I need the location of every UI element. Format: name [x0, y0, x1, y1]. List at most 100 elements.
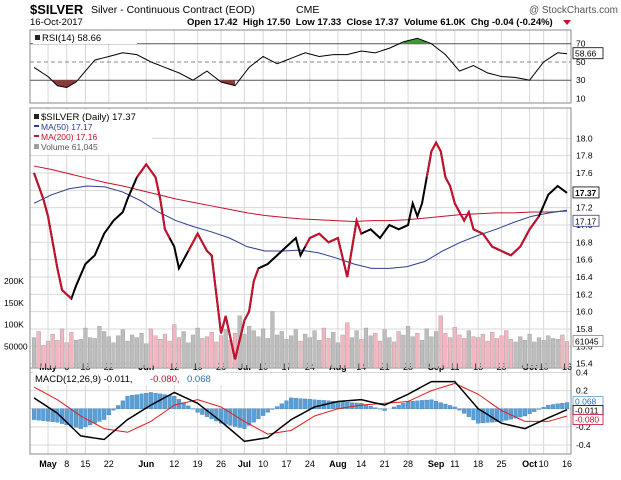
volume-bar — [307, 337, 312, 369]
macd-histogram-bar — [410, 400, 415, 409]
macd-histogram-bar — [270, 408, 275, 410]
volume-bar — [284, 339, 289, 369]
volume-bar — [443, 333, 448, 369]
macd-histogram-bar — [284, 400, 289, 409]
macd-histogram-bar — [555, 403, 560, 409]
price-tick-label: 17.2 — [576, 203, 593, 213]
price-tick-label: 18.0 — [576, 133, 593, 143]
volume-bar — [349, 337, 354, 369]
rsi-last-value-label: 58.66 — [575, 49, 597, 59]
macd-histogram-bar — [405, 401, 411, 409]
volume-bar — [391, 341, 397, 369]
price-line-down-segment — [425, 140, 540, 257]
macd-histogram-bar — [527, 408, 532, 414]
macd-histogram-bar — [242, 408, 247, 429]
macd-histogram-bar — [335, 401, 340, 409]
volume-bar — [550, 338, 556, 369]
macd-line — [33, 380, 568, 443]
macd-histogram-bar — [172, 395, 177, 409]
macd-tick-label: -0.4 — [576, 440, 591, 450]
volume-bar — [214, 341, 219, 369]
macd-x-tick-label: 14 — [356, 459, 366, 469]
macd-x-tick-label: 16 — [562, 459, 572, 469]
macd-x-tick-label: 8 — [64, 459, 69, 469]
volume-bar — [555, 339, 560, 369]
price-tick-label: 16.6 — [576, 255, 593, 265]
volume-bar — [466, 330, 471, 369]
macd-x-tick-label: 19 — [193, 459, 203, 469]
volume-tick-label: 100K — [4, 320, 24, 330]
macd-histogram-bar — [331, 400, 336, 409]
price-legend: $SILVER (Daily) 17.37 MA(50) 17.17 MA(20… — [32, 110, 152, 154]
volume-tick-label: 200K — [4, 276, 24, 286]
price-line-down-segment — [304, 216, 363, 278]
macd-x-tick-label: 24 — [305, 459, 315, 469]
macd-histogram-bar — [106, 408, 111, 416]
macd-histogram-bar — [424, 399, 429, 409]
volume-bar — [457, 334, 462, 369]
macd-histogram-bar — [45, 408, 51, 422]
macd-histogram-bar — [69, 408, 74, 427]
macd-histogram-bar — [92, 408, 97, 424]
rsi-tick-label: 70 — [576, 39, 586, 49]
price-last-value-label: 17.37 — [575, 188, 597, 198]
chart-ohlc: Open 17.42 High 17.50 Low 17.33 Close 17… — [187, 17, 553, 28]
volume-bar — [172, 324, 177, 369]
macd-x-tick-label: Jun — [138, 459, 154, 469]
macd-histogram-bar — [345, 402, 350, 409]
macd-histogram-bar — [88, 408, 93, 426]
rsi-last-value-box — [572, 47, 604, 60]
macd-histogram-bar — [490, 408, 495, 423]
volume-bar — [490, 332, 495, 369]
macd-x-tick-label: 28 — [403, 459, 413, 469]
volume-bar — [424, 328, 429, 369]
macd-histogram-bar — [232, 408, 238, 427]
macd-histogram-bar — [279, 403, 284, 409]
volume-bar — [50, 333, 55, 369]
macd-histogram-bar — [120, 400, 125, 409]
macd-histogram-bar — [214, 408, 219, 422]
macd-x-tick-label: Sep — [428, 459, 445, 469]
macd-histogram-bar — [457, 408, 462, 411]
ma50-line — [33, 185, 568, 269]
macd-x-tick-label: Oct — [522, 459, 537, 469]
macd-histogram-bar — [438, 402, 443, 409]
signal-legend-label: -0.080, — [150, 374, 180, 385]
volume-bar — [130, 334, 135, 369]
volume-bar — [223, 329, 228, 369]
volume-bar — [518, 336, 523, 369]
volume-bar — [158, 339, 163, 369]
volume-bar — [368, 335, 373, 369]
macd-histogram-bar — [368, 406, 373, 409]
macd-histogram-bar — [471, 408, 476, 421]
volume-bar — [345, 322, 350, 369]
macd-x-tick-label: 12 — [169, 459, 179, 469]
volume-bar — [69, 332, 74, 369]
macd-histogram-bar — [162, 394, 167, 409]
volume-bar — [532, 341, 537, 369]
volume-bar — [401, 334, 406, 369]
ma200-line — [33, 165, 568, 223]
volume-bar — [275, 334, 280, 369]
volume-bar — [116, 335, 121, 369]
macd-last-value-box — [572, 414, 604, 425]
volume-bar — [405, 326, 411, 369]
macd-histogram-bar — [420, 400, 425, 409]
macd-signal-line — [33, 382, 568, 435]
macd-histogram-bar — [265, 408, 270, 413]
volume-tick-label: 150K — [4, 298, 24, 308]
macd-histogram-bar — [541, 407, 546, 409]
rsi-legend-label: RSI(14) 58.66 — [42, 33, 101, 44]
volume-bar — [190, 334, 196, 369]
volume-bar — [261, 328, 266, 369]
volume-bar — [78, 339, 83, 369]
volume-bar — [97, 326, 102, 369]
macd-histogram-bar — [317, 399, 322, 409]
volume-bar — [429, 336, 434, 369]
macd-histogram-bar — [532, 408, 537, 412]
volume-bar — [321, 327, 326, 369]
macd-histogram-bar — [251, 408, 256, 423]
rsi-legend: RSI(14) 58.66 — [33, 31, 137, 44]
macd-histogram-bar — [50, 408, 55, 422]
price-line-down-segment — [136, 162, 171, 239]
